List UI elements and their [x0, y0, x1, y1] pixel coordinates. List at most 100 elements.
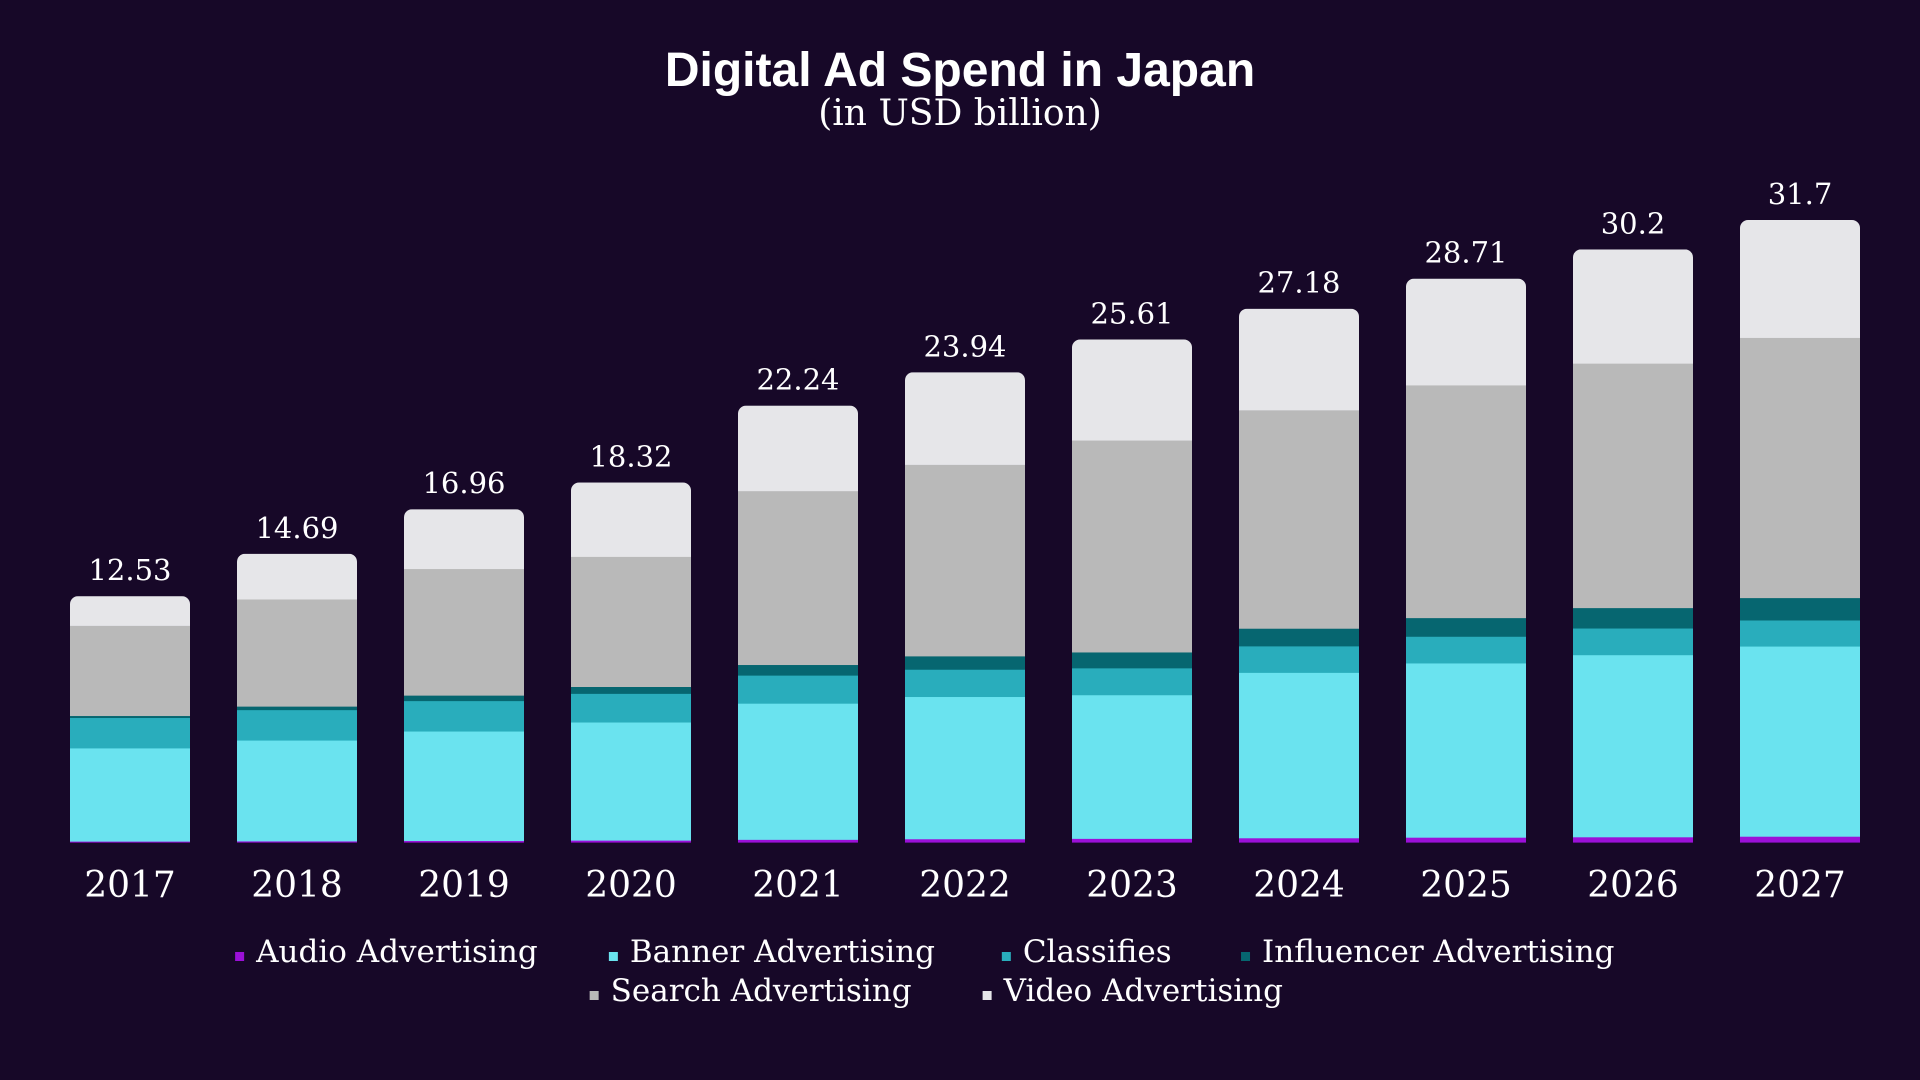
bar-segment-2023-influencer-advertising: [1072, 651, 1192, 669]
bar-segment-2023-audio-advertising: [1072, 838, 1192, 843]
bar-segment-2022-audio-advertising: [905, 838, 1025, 843]
legend-marker-classifies: [1001, 952, 1011, 961]
chart-title: Digital Ad Spend in Japan: [665, 44, 1255, 97]
bar-segment-2025-banner-advertising: [1406, 662, 1526, 838]
bar-segment-2017-banner-advertising: [70, 747, 190, 842]
total-label-2027: 31.7: [1768, 177, 1833, 211]
bar-segment-2023-banner-advertising: [1072, 694, 1192, 839]
bar-segment-2026-banner-advertising: [1573, 654, 1693, 838]
legend-label-influencer-advertising: Influencer Advertising: [1262, 934, 1614, 970]
bar-group-2019: [404, 509, 524, 843]
bar-segment-2026-influencer-advertising: [1573, 607, 1693, 629]
x-tick-label-2021: 2021: [752, 865, 844, 906]
bar-segment-2022-video-advertising: [905, 372, 1025, 465]
bar-segment-2020-banner-advertising: [571, 721, 691, 841]
legend-label-classifies: Classifies: [1023, 934, 1172, 970]
bar-segment-2019-influencer-advertising: [404, 695, 524, 702]
bar-segment-2024-search-advertising: [1239, 409, 1359, 629]
total-label-2023: 25.61: [1090, 296, 1173, 330]
bar-segment-2023-video-advertising: [1072, 339, 1192, 441]
bar-segment-2027-classifies: [1740, 619, 1860, 647]
bar-segment-2024-banner-advertising: [1239, 672, 1359, 839]
legend-marker-banner-advertising: [608, 952, 618, 961]
bars-layer: [70, 220, 1860, 843]
bar-group-2017: [70, 596, 190, 843]
total-label-2025: 28.71: [1424, 236, 1507, 270]
bar-segment-2018-video-advertising: [237, 553, 357, 600]
legend-marker-search-advertising: [589, 991, 599, 1000]
bar-segment-2020-influencer-advertising: [571, 686, 691, 694]
bar-segment-2019-video-advertising: [404, 509, 524, 570]
bar-segment-2020-video-advertising: [571, 482, 691, 557]
bar-segment-2026-search-advertising: [1573, 363, 1693, 609]
bar-segment-2024-classifies: [1239, 645, 1359, 673]
bar-segment-2022-classifies: [905, 669, 1025, 698]
bar-group-2025: [1406, 278, 1526, 843]
bar-group-2022: [905, 372, 1025, 843]
total-label-2021: 22.24: [756, 363, 839, 397]
bar-segment-2017-search-advertising: [70, 625, 190, 717]
bar-segment-2017-classifies: [70, 717, 190, 749]
bar-segment-2026-classifies: [1573, 627, 1693, 656]
bar-segment-2017-audio-advertising: [70, 841, 190, 843]
bar-segment-2018-classifies: [237, 709, 357, 741]
x-tick-label-2027: 2027: [1754, 865, 1846, 906]
bar-segment-2027-audio-advertising: [1740, 836, 1860, 843]
bar-segment-2018-search-advertising: [237, 598, 357, 707]
bar-segment-2024-video-advertising: [1239, 308, 1359, 411]
bar-segment-2027-banner-advertising: [1740, 645, 1860, 837]
bar-segment-2018-audio-advertising: [237, 840, 357, 843]
x-tick-label-2020: 2020: [585, 865, 677, 906]
bar-segment-2023-search-advertising: [1072, 439, 1192, 653]
bar-group-2027: [1740, 220, 1860, 843]
bar-segment-2021-search-advertising: [738, 490, 858, 666]
bar-segment-2020-classifies: [571, 693, 691, 723]
bar-segment-2017-influencer-advertising: [70, 715, 190, 719]
bar-segment-2025-audio-advertising: [1406, 837, 1526, 843]
bar-segment-2019-banner-advertising: [404, 730, 524, 842]
x-tick-label-2025: 2025: [1420, 865, 1512, 906]
bar-segment-2022-influencer-advertising: [905, 655, 1025, 670]
x-tick-label-2023: 2023: [1086, 865, 1178, 906]
bar-segment-2019-classifies: [404, 700, 524, 732]
bar-segment-2025-search-advertising: [1406, 384, 1526, 619]
bar-group-2024: [1239, 308, 1359, 843]
bar-segment-2020-audio-advertising: [571, 840, 691, 843]
bar-segment-2021-video-advertising: [738, 405, 858, 492]
x-tick-label-2026: 2026: [1587, 865, 1679, 906]
total-label-2019: 16.96: [422, 466, 505, 500]
bar-segment-2027-influencer-advertising: [1740, 597, 1860, 621]
bar-segment-2025-classifies: [1406, 636, 1526, 664]
bar-segment-2020-search-advertising: [571, 556, 691, 688]
bar-group-2023: [1072, 339, 1192, 843]
total-label-2017: 12.53: [88, 553, 171, 587]
bar-segment-2021-influencer-advertising: [738, 664, 858, 676]
bar-segment-2026-audio-advertising: [1573, 836, 1693, 843]
chart-subtitle: (in USD billion): [818, 93, 1102, 134]
bar-segment-2021-classifies: [738, 675, 858, 704]
legend-label-banner-advertising: Banner Advertising: [630, 934, 935, 970]
x-tick-label-2019: 2019: [418, 865, 510, 906]
legend-marker-influencer-advertising: [1241, 952, 1251, 961]
bar-group-2026: [1573, 249, 1693, 843]
bar-segment-2019-audio-advertising: [404, 840, 524, 843]
bar-group-2018: [237, 553, 357, 843]
bar-segment-2026-video-advertising: [1573, 249, 1693, 364]
bar-segment-2019-search-advertising: [404, 568, 524, 696]
bar-segment-2027-video-advertising: [1740, 220, 1860, 338]
bar-segment-2025-influencer-advertising: [1406, 617, 1526, 637]
bar-group-2021: [738, 405, 858, 843]
bar-segment-2023-classifies: [1072, 667, 1192, 696]
legend: Audio Advertising Banner Advertising Class…: [235, 934, 1614, 1009]
x-tick-label-2024: 2024: [1253, 865, 1345, 906]
legend-marker-audio-advertising: [235, 952, 245, 961]
legend-label-search-advertising: Search Advertising: [611, 973, 912, 1009]
bar-segment-2024-audio-advertising: [1239, 837, 1359, 843]
bar-segment-2022-search-advertising: [905, 464, 1025, 657]
x-tick-label-2017: 2017: [84, 865, 176, 906]
bar-segment-2025-video-advertising: [1406, 278, 1526, 386]
bar-segment-2021-banner-advertising: [738, 703, 858, 840]
x-tick-label-2018: 2018: [251, 865, 343, 906]
